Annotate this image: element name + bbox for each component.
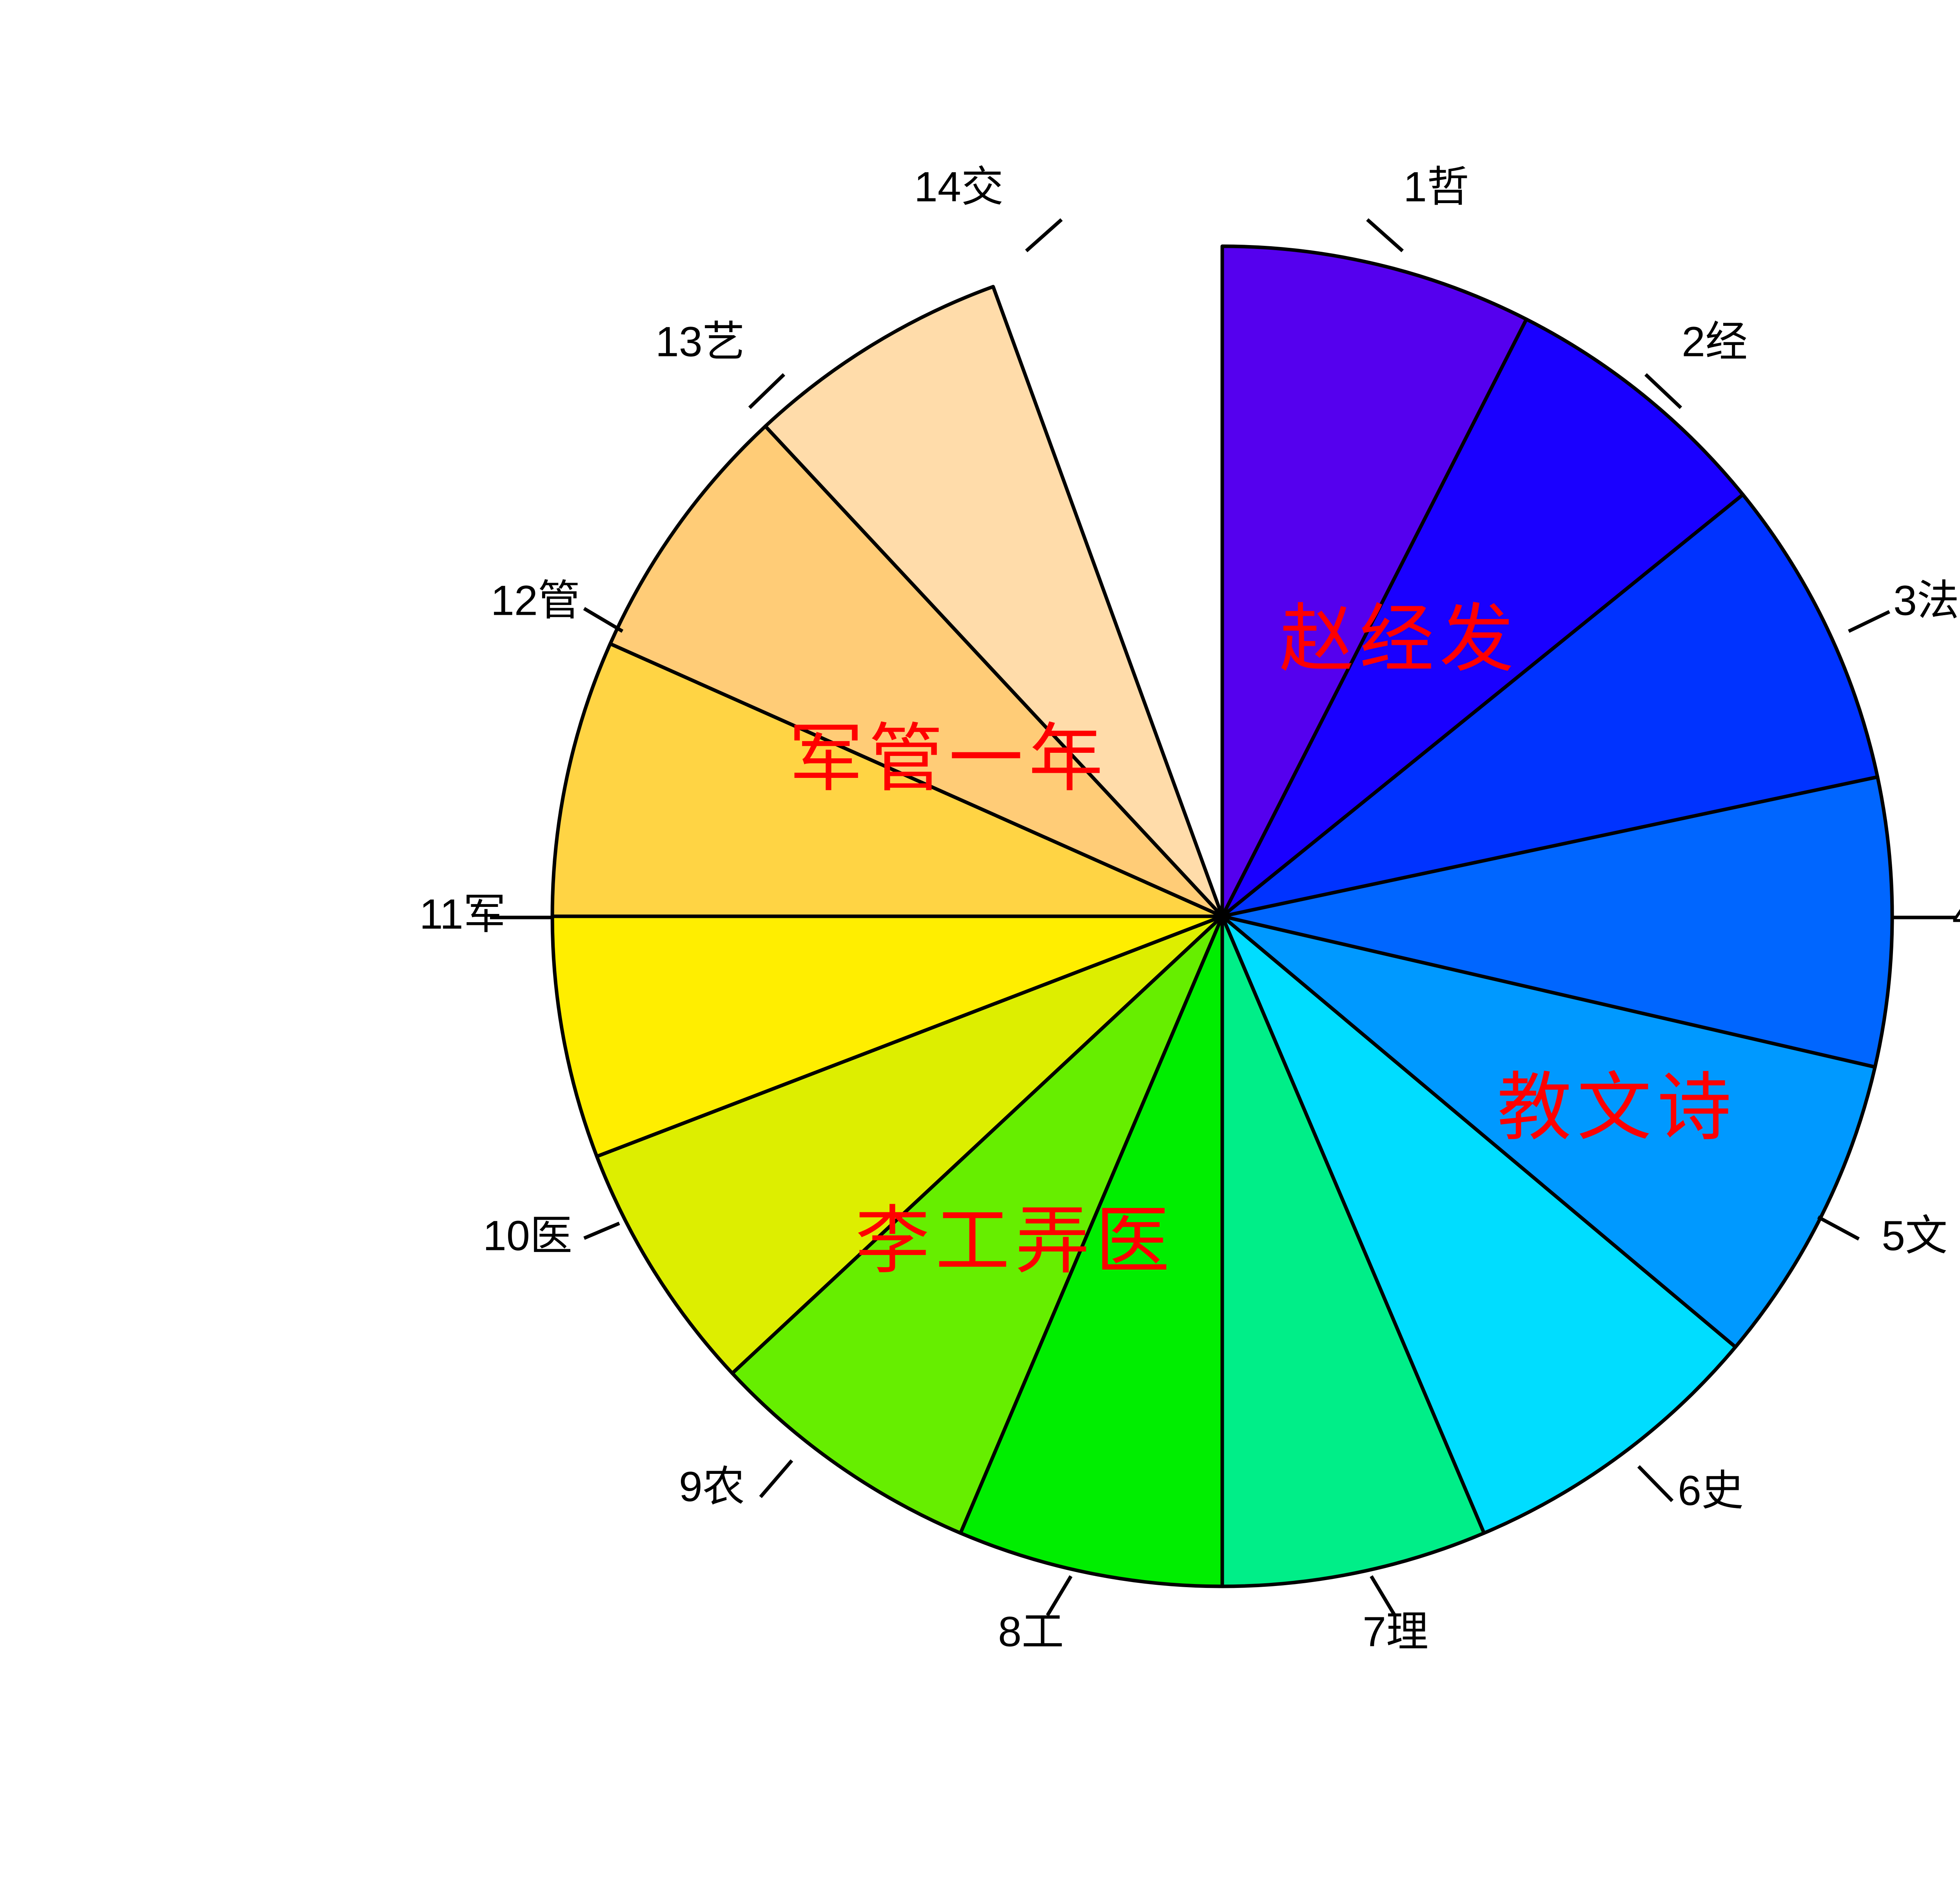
slice-label: 4教 [1952,890,1960,938]
slice-label: 9农 [679,1463,745,1510]
slice-label: 6史 [1678,1467,1744,1514]
slice-leader-line [1025,218,1063,253]
slice-leader-line [759,1459,793,1498]
slice-leader-line [1848,610,1890,633]
slice-leader-line [583,607,624,633]
slice-label: 10医 [483,1212,572,1259]
pie-slice[interactable] [608,424,1224,918]
slice-label: 11军 [419,890,506,938]
pie-slice[interactable] [763,285,1224,918]
pie-slice[interactable] [1220,914,1877,1349]
pie-slice[interactable] [595,914,1224,1375]
slice-label: 2经 [1682,318,1748,365]
slice-leader-line [1817,1215,1860,1241]
pie-slice[interactable] [1220,914,1737,1535]
slice-leader-line [1644,373,1682,409]
pie-slice[interactable] [1220,775,1894,1069]
pie-slice[interactable] [958,914,1224,1588]
slice-leader-line [748,373,786,409]
pie-slice[interactable] [1220,244,1528,918]
slice-leader-line [1370,1575,1396,1617]
pie-slice[interactable] [1220,914,1486,1588]
slice-label: 12管 [491,577,580,624]
slice-label: 5文 [1882,1212,1947,1259]
pie-annotation-text: 李工弄医 [855,1199,1175,1283]
outside-labels-group: 1哲 2经 3法 4教 5文 6史 7理 8工 9农 10医 11军 12管 13艺 14交 [419,163,1960,1655]
slice-label: 3法 [1893,577,1959,624]
slice-label: 8工 [998,1608,1064,1655]
pie-annotation-text: 赵经发 [1279,598,1519,681]
slice-label: 13艺 [655,318,745,365]
pie-annotation-text: 教文诗 [1497,1066,1737,1149]
pie-slices-group [550,244,1894,1588]
leader-lines-group [490,218,1956,1617]
slice-leader-line [1366,218,1404,253]
pie-slice[interactable] [550,914,1224,1158]
pie-slice[interactable] [730,914,1224,1535]
slice-leader-line [583,1221,620,1240]
pie-slice[interactable] [1220,317,1745,918]
slice-label: 7理 [1363,1608,1428,1655]
pie-annotation-text: 军管一年 [789,717,1109,800]
slice-label: 14交 [914,163,1004,211]
slice-leader-line [1046,1575,1073,1617]
slice-label: 1哲 [1403,163,1469,211]
pie-slice[interactable] [550,642,1224,918]
slice-leader-line [1637,1465,1674,1502]
